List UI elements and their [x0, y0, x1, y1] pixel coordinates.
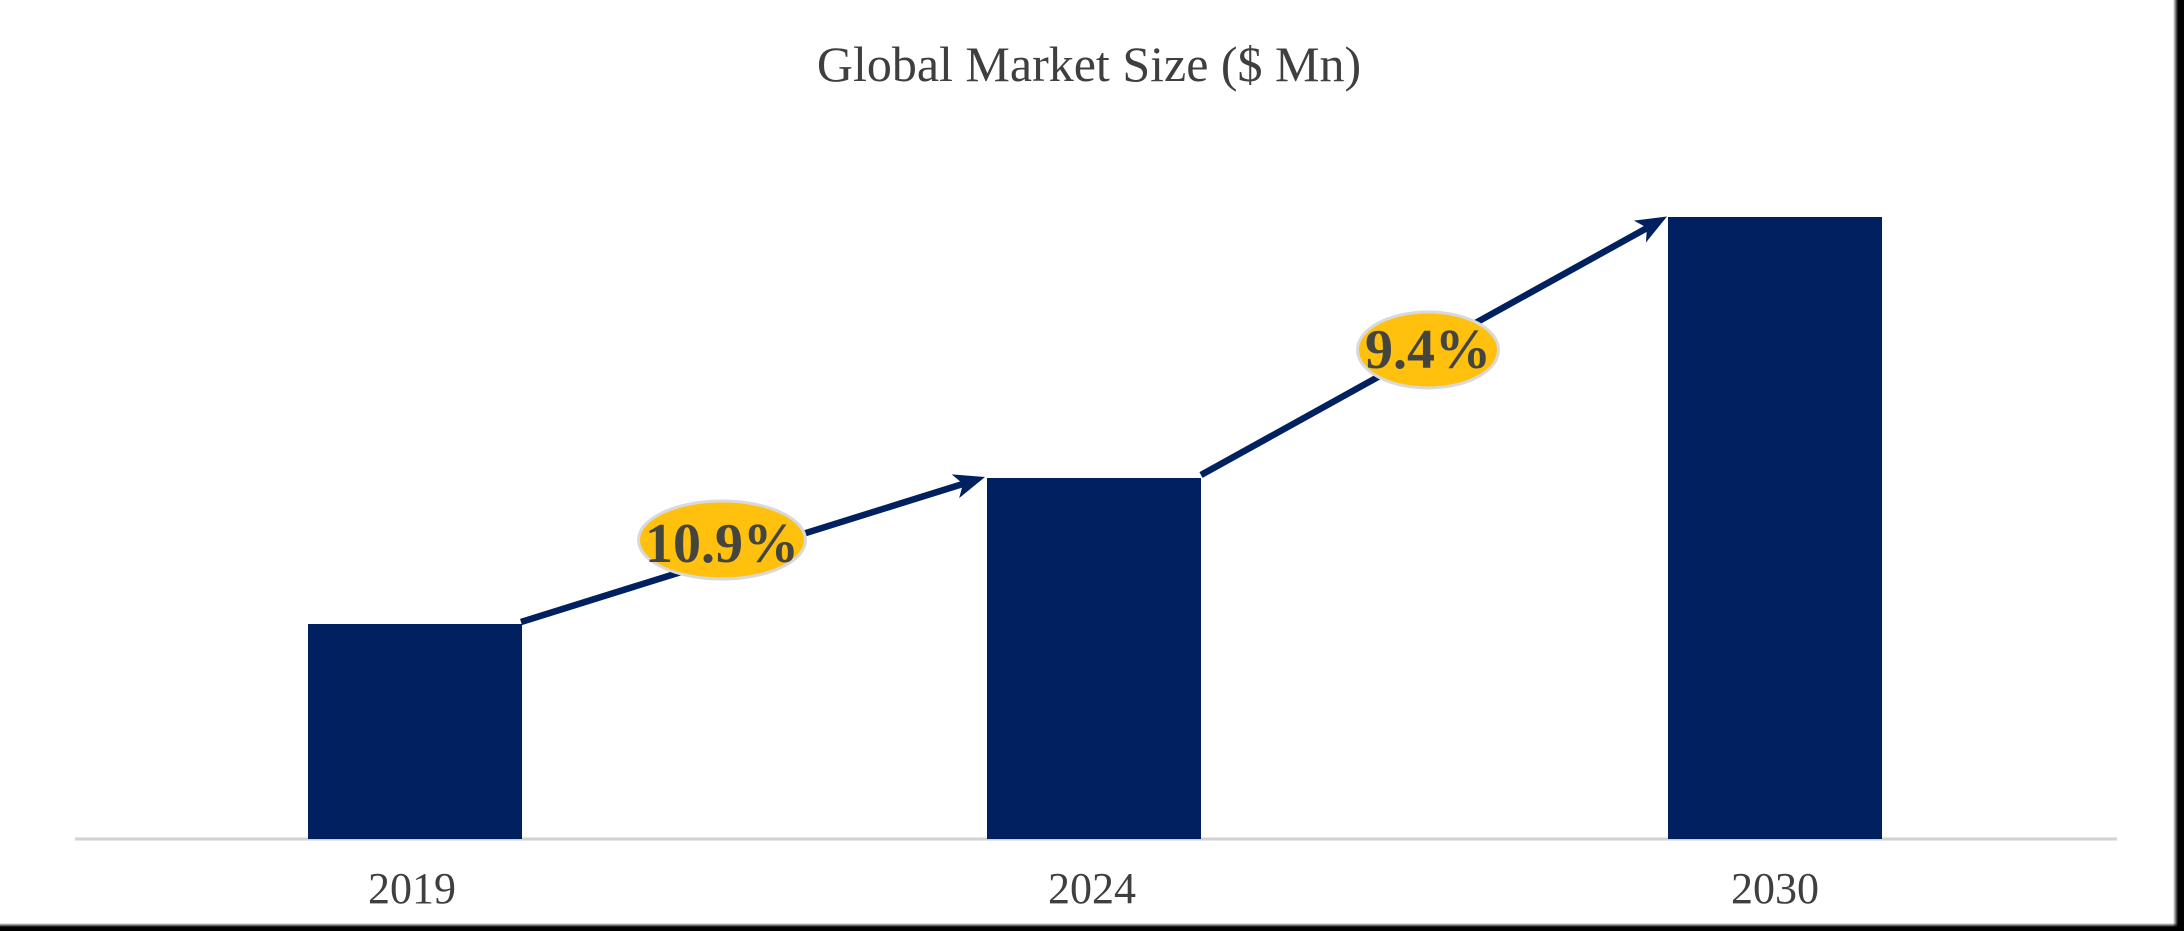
svg-text:9.4%: 9.4%: [1365, 319, 1491, 381]
svg-text:2019: 2019: [368, 864, 456, 913]
svg-text:2030: 2030: [1731, 864, 1819, 913]
svg-text:10.9%: 10.9%: [645, 513, 799, 575]
svg-text:2024: 2024: [1048, 864, 1136, 913]
svg-text:Global Market Size ($ Mn): Global Market Size ($ Mn): [817, 36, 1361, 92]
